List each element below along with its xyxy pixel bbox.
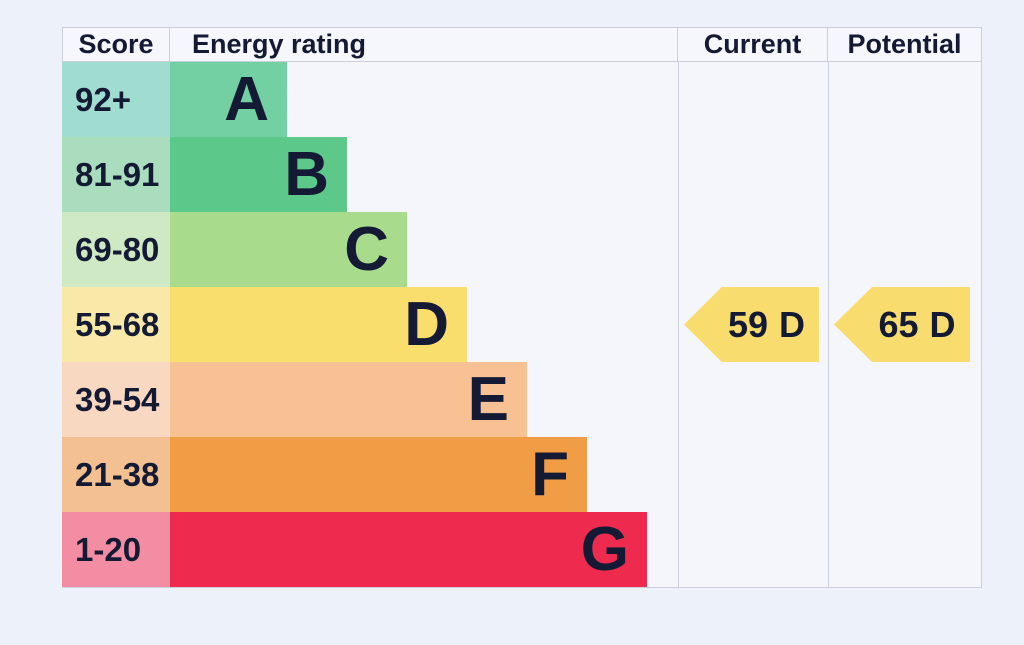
band-row-g: 1-20 G: [62, 512, 982, 587]
band-letter-a: A: [224, 65, 269, 134]
band-row-c: 69-80 C: [62, 212, 982, 287]
score-range-d: 55-68: [62, 287, 170, 362]
band-row-b: 81-91 B: [62, 137, 982, 212]
table-right-border: [981, 62, 982, 587]
current-rating-value: 59: [727, 303, 769, 345]
band-bar-c: C: [170, 212, 407, 287]
potential-rating-value: 65: [878, 303, 919, 345]
header-current: Current: [678, 28, 828, 61]
column-divider-rating-current: [678, 62, 679, 587]
potential-rating-band: D: [929, 303, 956, 345]
band-bar-g: G: [170, 512, 647, 587]
band-bar-d: D: [170, 287, 467, 362]
score-range-g: 1-20: [62, 512, 170, 587]
score-range-e: 39-54: [62, 362, 170, 437]
score-range-c: 69-80: [62, 212, 170, 287]
column-divider-current-potential: [828, 62, 829, 587]
band-letter-e: E: [467, 365, 509, 434]
epc-rating-chart: Score Energy rating Current Potential 92…: [62, 27, 982, 588]
score-range-a: 92+: [62, 62, 170, 137]
band-letter-g: G: [580, 515, 629, 584]
header-energy-rating: Energy rating: [170, 28, 678, 61]
band-row-a: 92+ A: [62, 62, 982, 137]
band-row-d: 55-68 D: [62, 287, 982, 362]
band-bar-b: B: [170, 137, 347, 212]
score-range-f: 21-38: [62, 437, 170, 512]
band-bar-f: F: [170, 437, 587, 512]
band-letter-b: B: [284, 140, 329, 209]
header-potential: Potential: [828, 28, 982, 61]
band-bar-e: E: [170, 362, 527, 437]
band-bar-a: A: [170, 62, 287, 137]
band-row-f: 21-38 F: [62, 437, 982, 512]
chart-body: 92+ A 81-91 B 69-80 C 55-68 D 39-54 E 21-38 F 1-20 G …: [62, 62, 982, 588]
current-rating-band: D: [779, 303, 806, 345]
chart-header-row: Score Energy rating Current Potential: [62, 27, 982, 62]
header-score: Score: [62, 28, 170, 61]
band-letter-d: D: [404, 290, 449, 359]
score-range-b: 81-91: [62, 137, 170, 212]
band-row-e: 39-54 E: [62, 362, 982, 437]
band-letter-c: C: [344, 215, 389, 284]
band-letter-f: F: [531, 440, 569, 509]
band-rows: 92+ A 81-91 B 69-80 C 55-68 D 39-54 E 21-38 F 1-20 G: [62, 62, 982, 587]
